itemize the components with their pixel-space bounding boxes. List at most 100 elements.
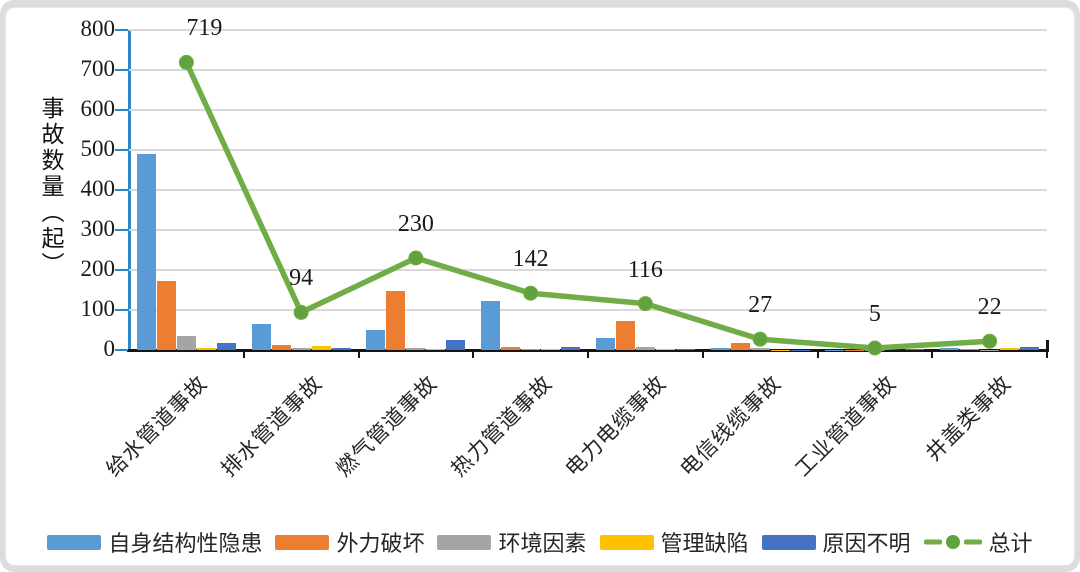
- grid-line: [129, 69, 1047, 71]
- y-axis-tick: [115, 148, 128, 152]
- total-data-label: 142: [512, 246, 549, 273]
- y-tick-label: 600: [80, 96, 116, 121]
- bar-自身结构性隐患: [251, 324, 271, 350]
- bar-外力破坏: [156, 281, 176, 350]
- legend-item: 管理缺陷: [599, 526, 749, 558]
- x-category-label: 电力电缆事故: [561, 371, 672, 482]
- chart: 事故数量（起） 给水管道事故 排水管道事故 燃气管道事故 热力管道事故 电力电缆事故 电信…: [6, 8, 1074, 565]
- grid-line: [129, 309, 1047, 311]
- legend-label: 自身结构性隐患: [108, 531, 263, 556]
- bar-自身结构性隐患: [366, 330, 386, 350]
- total-marker: [637, 296, 653, 312]
- plot-area: 给水管道事故 排水管道事故 燃气管道事故 热力管道事故 电力电缆事故 电信线缆事故 工业管道…: [81, 15, 1049, 481]
- grid-line: [129, 229, 1047, 231]
- x-category-label: 工业管道事故: [791, 371, 901, 482]
- total-line-path: [183, 61, 990, 351]
- legend-label: 环境因素: [498, 531, 587, 556]
- x-category-label: 给水管道事故: [102, 371, 213, 482]
- total-line: [178, 54, 998, 356]
- x-axis-tick: [357, 350, 360, 358]
- bar-管理缺陷: [426, 348, 446, 350]
- x-axis-tick: [472, 350, 475, 358]
- y-axis-tick: [115, 188, 128, 192]
- bar-外力破坏: [501, 346, 521, 350]
- y-axis-tick: [115, 348, 128, 352]
- bar-环境因素: [750, 348, 770, 350]
- y-axis-tick: [115, 308, 128, 312]
- x-category-label: 热力管道事故: [446, 371, 557, 482]
- total-data-label: 27: [748, 292, 773, 319]
- y-axis-tick: [115, 268, 128, 272]
- grid-line: [129, 109, 1047, 111]
- bar-管理缺陷: [196, 348, 216, 350]
- bar-外力破坏: [271, 345, 291, 350]
- bar-环境因素: [291, 348, 311, 350]
- total-marker: [867, 340, 883, 356]
- y-axis-tick: [115, 228, 128, 232]
- grid-line: [129, 29, 1047, 31]
- x-category-label: 燃气管道事故: [332, 371, 442, 482]
- legend-swatch: [599, 534, 654, 550]
- legend-label: 总计: [988, 531, 1033, 556]
- total-marker: [293, 304, 309, 320]
- x-axis-end-tick: [1046, 340, 1049, 351]
- grid-line: [129, 149, 1047, 151]
- bar-原因不明: [446, 340, 466, 350]
- legend-item: 自身结构性隐患: [47, 526, 262, 558]
- x-category-label: 排水管道事故: [217, 371, 327, 482]
- bar-外力破坏: [615, 320, 635, 350]
- bar-环境因素: [521, 349, 541, 350]
- bar-环境因素: [176, 335, 196, 350]
- legend-swatch: [761, 534, 816, 550]
- total-data-label: 230: [397, 211, 434, 237]
- bar-管理缺陷: [655, 349, 675, 350]
- x-axis-tick: [931, 350, 934, 358]
- bar-原因不明: [331, 348, 351, 350]
- y-tick-label: 400: [80, 176, 116, 201]
- bar-原因不明: [905, 349, 925, 350]
- bar-外力破坏: [730, 343, 750, 350]
- bar-原因不明: [216, 343, 236, 350]
- legend-item: 环境因素: [437, 526, 587, 558]
- total-data-label: 5: [868, 301, 881, 327]
- y-tick-label: 300: [80, 216, 116, 241]
- x-axis-tick: [587, 350, 589, 358]
- y-tick-label: 200: [80, 256, 116, 281]
- total-data-label: 22: [977, 294, 1002, 321]
- bar-外力破坏: [386, 291, 406, 350]
- y-axis-tick: [115, 108, 128, 112]
- x-category-label: 电信线缆事故: [676, 371, 786, 482]
- y-tick-label: 500: [80, 136, 116, 161]
- y-tick-label: 100: [80, 296, 116, 321]
- y-axis-title: 事故数量（起）: [38, 96, 64, 278]
- y-tick-label: 800: [80, 16, 116, 41]
- x-axis-tick: [701, 350, 704, 358]
- bar-自身结构性隐患: [940, 347, 960, 350]
- x-category-label: 井盖类事故: [921, 371, 1016, 466]
- legend-label: 外力破坏: [336, 531, 425, 556]
- bar-管理缺陷: [541, 349, 561, 350]
- x-axis-tick: [816, 350, 819, 358]
- grid-line: [129, 189, 1047, 191]
- legend-swatch: [275, 534, 330, 550]
- bar-外力破坏: [960, 348, 980, 350]
- legend: 自身结构性隐患 外力破坏 环境因素 管理缺陷 原因不明 总计: [6, 526, 1074, 558]
- total-marker: [982, 333, 998, 349]
- y-axis-tick: [115, 68, 128, 72]
- bar-管理缺陷: [311, 346, 331, 350]
- y-tick-label: 700: [80, 56, 116, 81]
- bar-自身结构性隐患: [481, 301, 501, 350]
- bar-自身结构性隐患: [595, 338, 615, 350]
- bar-原因不明: [675, 348, 695, 350]
- bar-自身结构性隐患: [710, 348, 730, 350]
- y-tick-label: 0: [103, 336, 116, 361]
- bar-环境因素: [635, 346, 655, 350]
- legend-label: 管理缺陷: [660, 531, 749, 556]
- grid-line: [129, 269, 1047, 271]
- bar-环境因素: [406, 347, 426, 350]
- legend-line-swatch: [923, 535, 982, 549]
- bar-管理缺陷: [1000, 348, 1020, 350]
- total-marker: [178, 54, 194, 70]
- bar-原因不明: [561, 346, 581, 350]
